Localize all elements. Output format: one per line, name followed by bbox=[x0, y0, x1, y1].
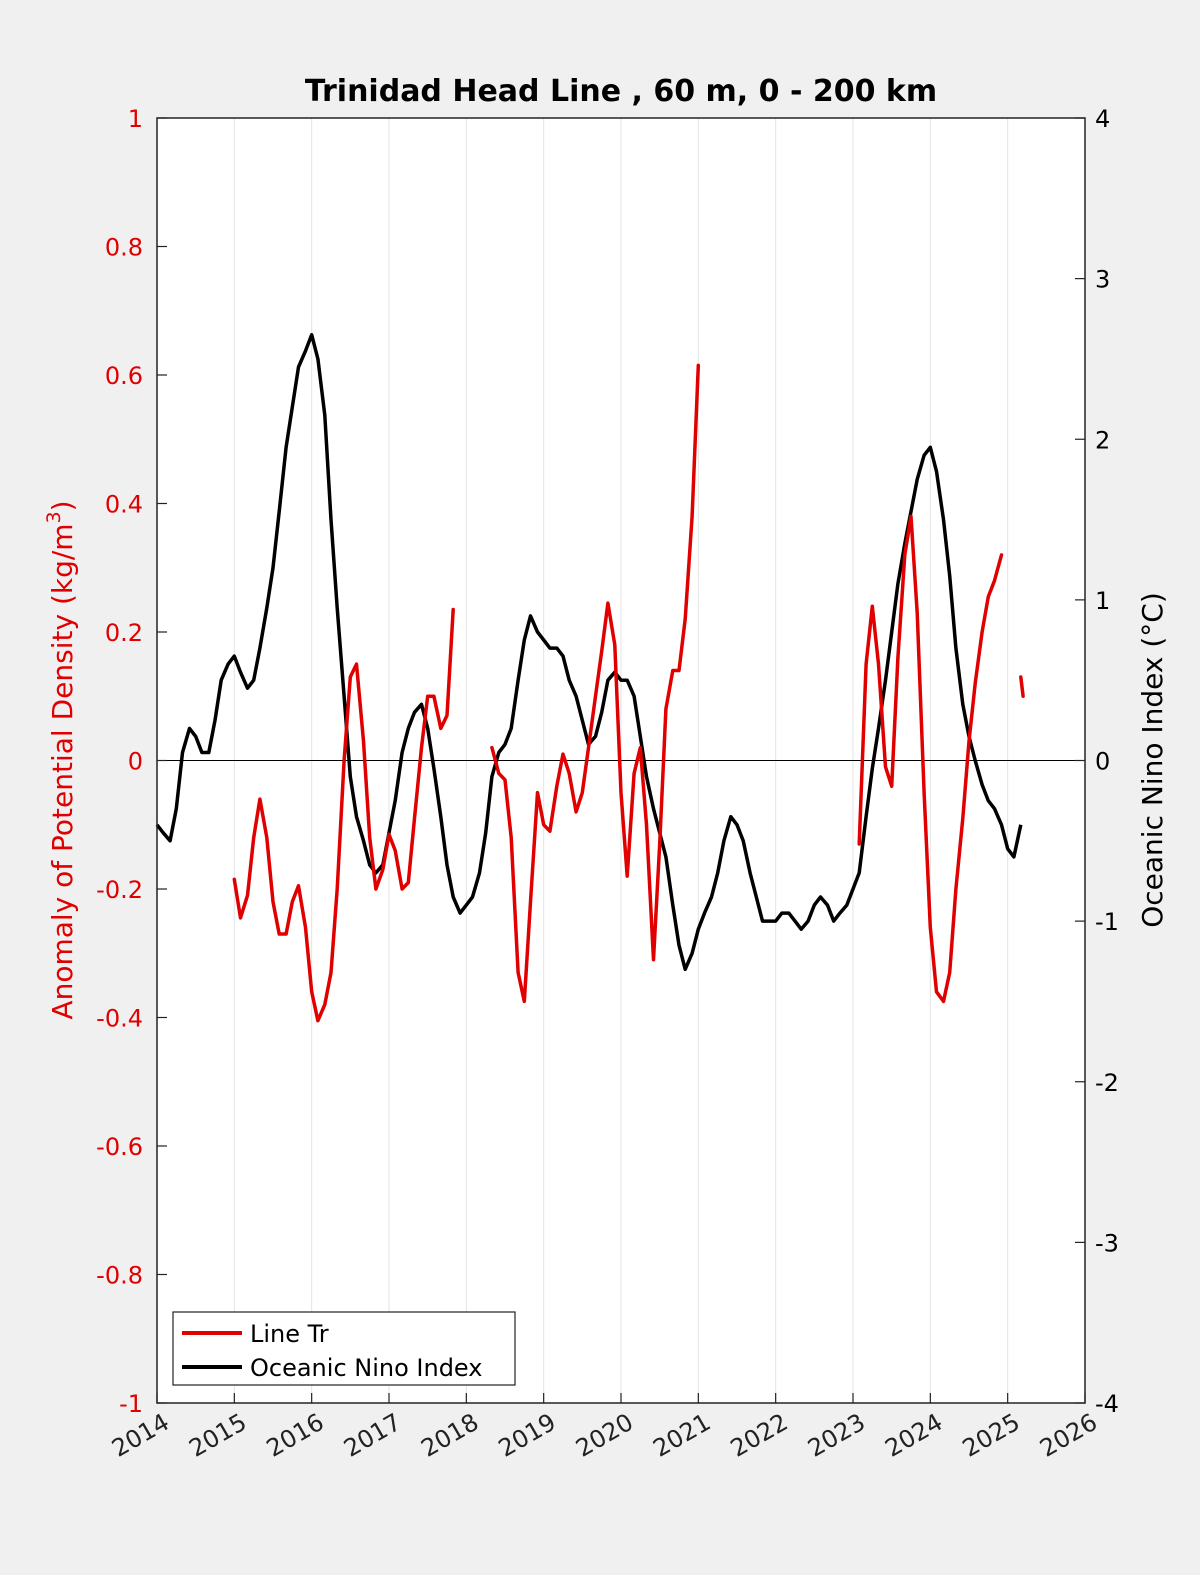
x-tick-label: 2026 bbox=[1035, 1408, 1102, 1463]
y-axis-left: -1 -0.8 -0.6 -0.4 -0.2 0 0.2 0.4 0.6 0.8 1 bbox=[96, 105, 167, 1418]
legend-box bbox=[172, 1311, 516, 1386]
y-tick-label-right: -2 bbox=[1095, 1069, 1119, 1097]
chart-title: Trinidad Head Line , 60 m, 0 - 200 km bbox=[305, 74, 937, 109]
x-tick-label: 2019 bbox=[494, 1408, 561, 1463]
y-tick-label-right: 3 bbox=[1095, 266, 1110, 294]
y-tick-label-left: 0.8 bbox=[105, 234, 143, 262]
y-tick-label-right: -4 bbox=[1095, 1390, 1119, 1418]
legend-label-line-tr: Line Tr bbox=[250, 1320, 329, 1348]
x-tick-label: 2017 bbox=[339, 1408, 406, 1463]
y-axis-left-label-superscript: 3 bbox=[43, 511, 65, 523]
series-line-line-tr-segment-4 bbox=[1019, 675, 1025, 698]
x-tick-label: 2024 bbox=[880, 1408, 947, 1463]
legend-label-oni: Oceanic Nino Index bbox=[250, 1354, 482, 1382]
y-tick-label-right: 4 bbox=[1095, 105, 1110, 133]
y-tick-label-left: 0.4 bbox=[105, 491, 143, 519]
x-tick-label: 2020 bbox=[571, 1408, 638, 1463]
series-line-line-tr-segment-3 bbox=[857, 514, 1004, 1004]
x-tick-label: 2023 bbox=[803, 1408, 870, 1463]
y-tick-label-left: 0.6 bbox=[105, 362, 143, 390]
y-tick-label-left: 0 bbox=[128, 748, 143, 776]
x-tick-label: 2016 bbox=[262, 1408, 329, 1463]
y-tick-label-right: -3 bbox=[1095, 1229, 1119, 1257]
y-axis-left-label-close: ) bbox=[46, 500, 79, 511]
y-tick-label-right: 2 bbox=[1095, 426, 1110, 454]
x-tick-label: 2025 bbox=[958, 1408, 1025, 1463]
series-line-line-tr-segment-2 bbox=[490, 363, 701, 1004]
y-tick-label-right: -1 bbox=[1095, 908, 1119, 936]
y-tick-label-right: 0 bbox=[1095, 748, 1110, 776]
y-axis-right-label: Oceanic Nino Index (°C) bbox=[1136, 592, 1169, 928]
x-tick-label: 2018 bbox=[416, 1408, 483, 1463]
x-tick-label: 2015 bbox=[184, 1408, 251, 1463]
y-axis-left-label-text: Anomaly of Potential Density (kg/m bbox=[46, 523, 79, 1019]
y-tick-label-left: -0.2 bbox=[96, 876, 143, 904]
y-tick-label-left: -0.8 bbox=[96, 1262, 143, 1290]
y-axis-left-label: Anomaly of Potential Density (kg/m3) bbox=[43, 500, 79, 1019]
y-tick-label-right: 1 bbox=[1095, 587, 1110, 615]
x-tick-label: 2021 bbox=[648, 1408, 715, 1463]
series-layer bbox=[155, 333, 1025, 1023]
y-tick-label-left: 1 bbox=[128, 105, 143, 133]
x-tick-label: 2022 bbox=[726, 1408, 793, 1463]
y-tick-label-left: -0.4 bbox=[96, 1005, 143, 1033]
y-axis-right: -4 -3 -2 -1 0 1 2 3 4 bbox=[1075, 105, 1119, 1418]
legend: Line Tr Oceanic Nino Index bbox=[172, 1311, 516, 1386]
series-line-line-tr-segment-1 bbox=[232, 607, 455, 1023]
y-tick-label-left: -0.6 bbox=[96, 1133, 143, 1161]
y-tick-label-left: 0.2 bbox=[105, 619, 143, 647]
y-tick-label-left: -1 bbox=[119, 1390, 143, 1418]
